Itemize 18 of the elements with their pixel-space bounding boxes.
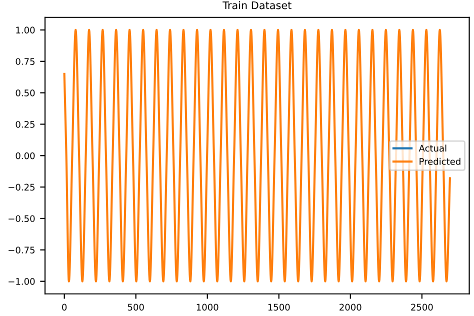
- x-tick-label: 1000: [196, 304, 218, 311]
- y-tick-label: −0.50: [8, 215, 35, 222]
- legend-label: Actual: [418, 144, 446, 152]
- y-tick-label: −0.75: [8, 246, 35, 254]
- x-tick-label: 2500: [411, 304, 433, 311]
- y-tick-label: −1.00: [8, 278, 35, 285]
- legend-label: Predicted: [420, 158, 460, 165]
- y-tick-label: 1.00: [16, 26, 35, 34]
- x-tick-label: 1500: [268, 304, 290, 311]
- y-tick-label: 0.25: [16, 120, 35, 128]
- y-tick-label: 0.50: [16, 90, 35, 96]
- y-tick-label: 0.75: [16, 58, 35, 65]
- y-tick-label: 0.00: [16, 152, 35, 160]
- x-tick-label: 2000: [340, 304, 362, 311]
- chart-title: Train Dataset: [222, 1, 292, 10]
- x-tick-label: 0: [62, 304, 67, 311]
- y-tick-label: −0.25: [8, 184, 35, 191]
- x-tick-label: 500: [128, 304, 144, 311]
